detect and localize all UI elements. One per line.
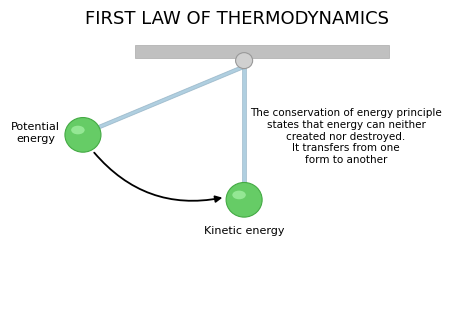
FancyBboxPatch shape: [135, 45, 389, 58]
Ellipse shape: [236, 53, 253, 69]
Ellipse shape: [71, 126, 85, 134]
Ellipse shape: [226, 182, 262, 217]
Text: Potential
energy: Potential energy: [11, 123, 60, 144]
Ellipse shape: [65, 118, 101, 152]
Text: The conservation of energy principle
states that energy can neither
created nor : The conservation of energy principle sta…: [250, 108, 442, 165]
Text: Kinetic energy: Kinetic energy: [204, 226, 284, 236]
Text: FIRST LAW OF THERMODYNAMICS: FIRST LAW OF THERMODYNAMICS: [85, 10, 389, 28]
Ellipse shape: [232, 190, 246, 199]
